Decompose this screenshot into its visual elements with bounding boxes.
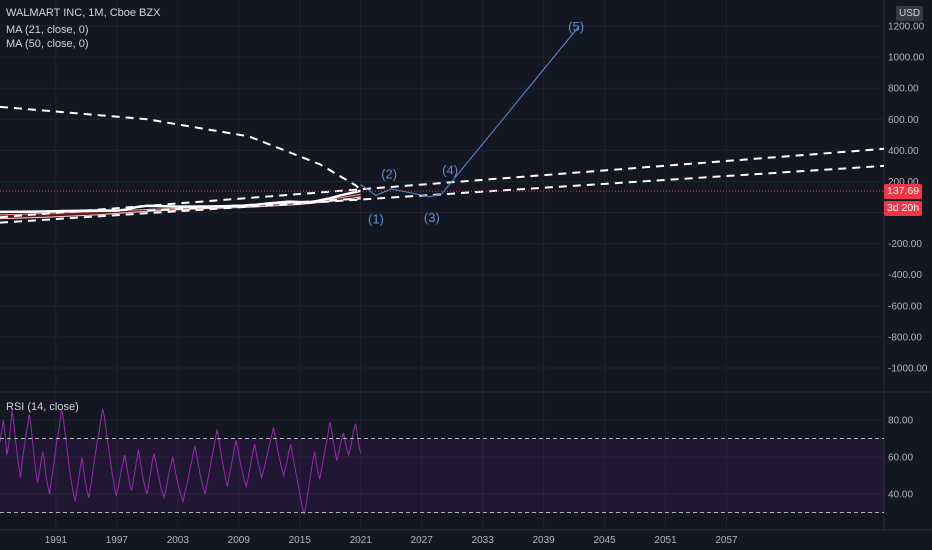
wave-label: (4) bbox=[442, 162, 458, 177]
x-tick-label: 2039 bbox=[532, 535, 555, 546]
y-tick-label: 800.00 bbox=[888, 84, 919, 95]
y-tick-label: 600.00 bbox=[888, 115, 919, 126]
x-tick-label: 2051 bbox=[654, 535, 677, 546]
y-tick-label: -400.00 bbox=[888, 270, 922, 281]
x-tick-label: 1991 bbox=[45, 535, 68, 546]
wave-label: (1) bbox=[368, 212, 384, 227]
y-tick-label: 1200.00 bbox=[888, 22, 925, 33]
x-tick-label: 2009 bbox=[228, 535, 251, 546]
grid-lines bbox=[0, 0, 932, 531]
x-tick-label: 2015 bbox=[289, 535, 312, 546]
x-tick-label: 2003 bbox=[167, 535, 190, 546]
x-tick-label: 2033 bbox=[472, 535, 495, 546]
wave-label: (5) bbox=[568, 19, 584, 34]
wave-label: (2) bbox=[381, 167, 397, 182]
y-tick-label: -1000.00 bbox=[888, 364, 928, 375]
elliott-wave-line[interactable] bbox=[360, 25, 580, 198]
y-tick-label: -800.00 bbox=[888, 332, 922, 343]
x-tick-label: 2027 bbox=[411, 535, 434, 546]
axes: 1200.00 1000.00 800.00 600.00 400.00 200.00 -2… bbox=[45, 22, 928, 547]
y-tick-label: 200.00 bbox=[888, 177, 919, 188]
x-tick-label: 2057 bbox=[715, 535, 738, 546]
y-tick-label: 400.00 bbox=[888, 146, 919, 157]
rsi-tick-label: 40.00 bbox=[888, 490, 913, 501]
dashed-trend-line bbox=[147, 197, 361, 212]
rsi-overbought-oversold-zone bbox=[0, 438, 884, 513]
rsi-tick-label: 80.00 bbox=[888, 416, 913, 427]
ma50-legend[interactable]: MA (50, close, 0) bbox=[6, 38, 89, 50]
currency-badge[interactable]: USD bbox=[896, 6, 924, 21]
rsi-line bbox=[0, 408, 362, 515]
ma21-legend[interactable]: MA (21, close, 0) bbox=[6, 24, 89, 36]
ma-band-fill bbox=[0, 194, 361, 219]
x-tick-label: 2045 bbox=[593, 535, 616, 546]
dashed-trend-line bbox=[0, 105, 364, 193]
dashed-trend-line bbox=[0, 164, 885, 224]
symbol-legend[interactable]: WALMART INC, 1M, Cboe BZX bbox=[6, 7, 161, 19]
price-series-line bbox=[0, 189, 361, 214]
countdown-badge: 3d 20h bbox=[884, 201, 923, 217]
elliott-wave-labels: (1) (2) (3) (4) (5) bbox=[368, 19, 584, 227]
y-tick-label: -600.00 bbox=[888, 301, 922, 312]
wave-label: (3) bbox=[424, 210, 440, 225]
y-tick-label: 1000.00 bbox=[888, 53, 925, 64]
last-price-badge: 137.69 bbox=[884, 183, 923, 199]
rsi-legend[interactable]: RSI (14, close) bbox=[6, 401, 79, 413]
x-tick-label: 2021 bbox=[350, 535, 373, 546]
x-tick-label: 1997 bbox=[106, 535, 129, 546]
y-tick-label: -200.00 bbox=[888, 239, 922, 250]
rsi-tick-label: 60.00 bbox=[888, 453, 913, 464]
rsi-bound-lines bbox=[0, 438, 884, 513]
